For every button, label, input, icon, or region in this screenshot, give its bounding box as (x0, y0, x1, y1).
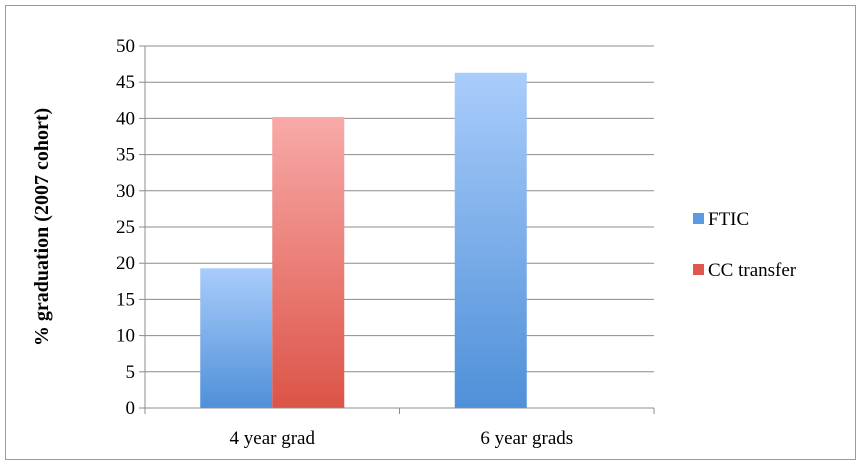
y-tick-label: 45 (116, 72, 135, 93)
chart-frame (5, 5, 856, 460)
x-category-label: 6 year grads (480, 428, 573, 449)
legend-label: CC transfer (708, 260, 797, 281)
y-tick-labels: 0 5 10 15 20 25 30 35 40 45 50 (116, 36, 135, 419)
y-tick-label: 50 (116, 36, 135, 57)
x-category-label: 4 year grad (230, 428, 316, 449)
y-tick-label: 30 (116, 181, 135, 202)
legend-swatch (693, 213, 704, 224)
bar-ftic (454, 72, 527, 409)
y-tick-label: 15 (116, 289, 135, 310)
y-tick-label: 20 (116, 253, 135, 274)
y-tick-label: 35 (116, 145, 135, 166)
bar-cc-transfer (272, 116, 345, 409)
legend-label: FTIC (708, 209, 749, 230)
legend-swatch (693, 264, 704, 275)
y-tick-label: 5 (126, 362, 136, 383)
y-axis-title: % graduation (2007 cohort) (31, 108, 53, 346)
y-tick-label: 40 (116, 108, 135, 129)
legend: FTIC CC transfer (693, 209, 797, 281)
y-tick-label: 0 (126, 398, 136, 419)
x-category-labels: 4 year grad 6 year grads (230, 428, 574, 449)
y-tick-label: 25 (116, 217, 135, 238)
bar-ftic (200, 268, 273, 408)
y-tick-label: 10 (116, 326, 135, 347)
bars (200, 72, 527, 409)
axes (139, 45, 655, 414)
